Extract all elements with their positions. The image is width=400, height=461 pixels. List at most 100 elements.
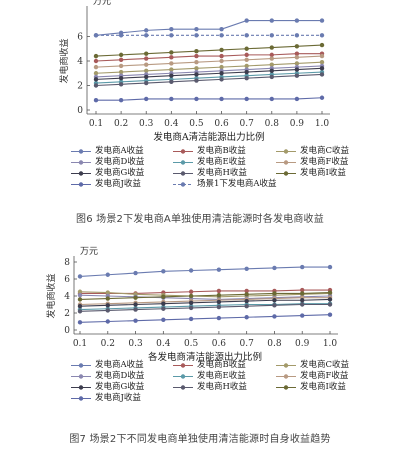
legend-swatch <box>276 149 296 154</box>
legend-swatch <box>71 363 91 368</box>
data-point <box>294 18 300 23</box>
data-point <box>93 71 99 76</box>
legend-label: 发电商C收益 <box>300 360 350 370</box>
data-point <box>144 56 149 61</box>
x-tick-label: 0.5 <box>189 119 204 129</box>
data-point <box>269 45 274 50</box>
data-point <box>118 69 124 75</box>
legend-swatch <box>276 171 296 176</box>
legend-label: 发电商A收益 <box>95 146 144 156</box>
data-point <box>319 72 325 77</box>
data-point <box>93 33 99 38</box>
x-tick-label: 1.0 <box>315 119 330 129</box>
data-point <box>169 26 174 32</box>
legend-swatch <box>71 374 91 379</box>
legend-swatch <box>71 160 91 165</box>
series-line <box>79 303 330 311</box>
data-point <box>194 49 199 54</box>
series-0-8 <box>93 42 325 59</box>
legend-label: 场景1下发电商A收益 <box>197 179 277 189</box>
data-point <box>244 304 249 309</box>
data-point <box>105 303 110 308</box>
data-point <box>300 302 305 307</box>
legend-swatch <box>276 363 296 368</box>
legend-label: 发电商B收益 <box>197 146 246 156</box>
data-point <box>272 298 277 303</box>
series-0-2 <box>93 60 325 76</box>
data-point <box>272 265 277 271</box>
data-point <box>219 26 224 32</box>
legend-swatch <box>173 171 193 176</box>
data-point <box>77 292 83 298</box>
data-point <box>118 33 124 38</box>
data-point <box>133 295 138 300</box>
data-point <box>188 300 194 305</box>
x-tick-label: 0.4 <box>156 339 171 349</box>
series-line <box>95 65 323 78</box>
series-0-0 <box>93 18 325 38</box>
data-point <box>77 309 83 314</box>
chart-6-plot: 0 2 4 6 0.1 0.2 0.3 0.4 0.5 0.6 0.7 0.8 0.9 1.0 万元发电商收… <box>58 0 330 143</box>
legend-swatch <box>71 396 91 401</box>
data-point <box>77 320 83 325</box>
data-point <box>319 60 325 65</box>
y-tick-label: 0 <box>64 326 70 336</box>
x-tick-label: 0.6 <box>214 119 229 129</box>
series-line <box>79 291 331 298</box>
data-point <box>300 287 305 293</box>
series-1-0 <box>77 264 333 279</box>
data-point <box>188 316 194 322</box>
data-point <box>319 18 325 23</box>
data-point <box>327 264 333 270</box>
legend-swatch <box>71 385 91 390</box>
y-tick-label: 2 <box>77 82 83 92</box>
data-point <box>169 50 174 55</box>
x-tick-label: 0.8 <box>267 339 282 349</box>
series-0-7 <box>93 72 325 88</box>
legend-swatch <box>71 182 91 187</box>
data-point <box>93 83 99 88</box>
data-point <box>244 52 249 58</box>
data-point <box>244 18 249 23</box>
data-point <box>144 74 149 80</box>
data-point <box>93 77 99 82</box>
data-point <box>327 302 333 307</box>
x-tick-label: 0.9 <box>295 339 310 349</box>
series-line <box>79 297 330 306</box>
data-point <box>188 305 194 311</box>
data-point <box>219 71 224 76</box>
data-point <box>269 96 274 102</box>
x-tick-label: 0.6 <box>212 339 227 349</box>
y-axis-label: 发电商收益 <box>45 273 57 318</box>
data-point <box>269 18 274 23</box>
legend-swatch <box>71 149 91 154</box>
legend-label: 发电商F收益 <box>300 157 349 167</box>
legend-label: 发电商J收益 <box>95 179 141 189</box>
data-point <box>161 294 166 300</box>
data-point <box>144 96 149 102</box>
data-point <box>161 301 166 306</box>
data-point <box>105 272 110 277</box>
data-point <box>244 46 249 51</box>
x-tick-label: 0.7 <box>240 119 255 129</box>
data-point <box>169 67 174 72</box>
series-line <box>79 298 331 307</box>
data-point <box>269 68 274 74</box>
data-point <box>118 98 124 103</box>
series-line <box>79 303 330 312</box>
data-point <box>144 33 149 38</box>
data-point <box>194 53 199 59</box>
data-point <box>161 306 166 311</box>
data-point <box>294 55 300 60</box>
chart-7-caption: 图7 场景2下不同发电商单独使用清洁能源时自身收益趋势 <box>69 434 331 445</box>
data-point <box>169 33 174 38</box>
data-point <box>93 58 99 64</box>
data-point <box>216 315 222 321</box>
data-point <box>269 52 274 58</box>
series-line <box>96 97 323 101</box>
x-tick-label: 0.4 <box>164 119 179 129</box>
x-tick-label: 1.0 <box>323 339 338 349</box>
data-point <box>244 33 249 38</box>
series-line <box>95 44 323 57</box>
legend-swatch <box>71 171 91 176</box>
